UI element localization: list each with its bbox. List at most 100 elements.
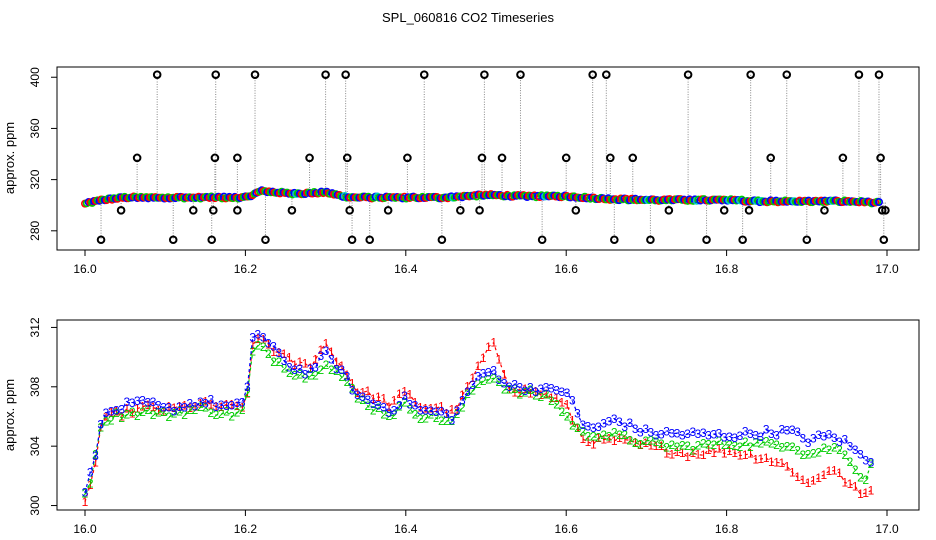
series-2-marker: 2	[296, 368, 303, 382]
series-2-marker: 2	[485, 373, 492, 387]
series-1-marker: 1	[831, 464, 838, 478]
series-1-marker: 1	[752, 453, 759, 467]
series-2-marker: 2	[302, 371, 309, 385]
outlier-point	[719, 206, 729, 215]
bottom-x-tick-label: 16.0	[73, 522, 97, 536]
series-1-marker: 1	[517, 386, 524, 400]
series-2-marker: 2	[139, 405, 146, 419]
series-1-marker: 1	[234, 399, 241, 413]
series-3-marker: 3	[160, 401, 167, 415]
series-3-marker: 3	[847, 439, 854, 453]
series-1-marker: 1	[794, 470, 801, 484]
series-3-marker: 3	[501, 377, 508, 391]
series-2-marker: 2	[192, 403, 199, 417]
series-2-marker: 2	[606, 430, 613, 444]
series-2-marker: 2	[323, 358, 330, 372]
series-2-marker: 2	[506, 383, 513, 397]
outlier-point	[321, 70, 330, 79]
series-3-marker: 3	[328, 353, 335, 367]
outlier-point	[854, 70, 864, 79]
series-3-marker: 3	[543, 380, 550, 394]
series-2-marker: 2	[359, 393, 366, 407]
chart-title: SPL_060816 CO2 Timeseries	[382, 10, 554, 25]
series-3-marker: 3	[459, 394, 466, 408]
outlier-point	[606, 153, 615, 163]
series-2-marker: 2	[868, 457, 875, 471]
series-2-marker: 2	[600, 428, 607, 442]
series-3-marker: 3	[323, 344, 330, 358]
outlier-point	[383, 206, 393, 215]
series-2-marker: 2	[695, 439, 702, 453]
baseline-point	[754, 196, 763, 205]
series-2-marker: 2	[412, 408, 419, 422]
series-1-marker: 1	[459, 388, 466, 402]
series-3-marker: 3	[663, 424, 670, 438]
series-3-marker: 3	[517, 381, 524, 395]
series-3-marker: 3	[134, 394, 141, 408]
series-3-marker: 3	[82, 486, 89, 500]
series-2-marker: 2	[118, 411, 125, 425]
series-3-marker: 3	[805, 436, 812, 450]
series-1-marker: 1	[145, 398, 152, 412]
series-1-marker: 1	[281, 347, 288, 361]
baseline-point	[219, 192, 228, 201]
series-1-marker: 1	[773, 455, 780, 469]
series-2-marker: 2	[417, 412, 424, 426]
series-2-marker: 2	[517, 387, 524, 401]
series-2-marker: 2	[165, 410, 172, 424]
series-2-marker: 2	[564, 409, 571, 423]
series-3-marker: 3	[674, 426, 681, 440]
series-3-marker: 3	[359, 390, 366, 404]
series-2-marker: 2	[663, 441, 670, 455]
series-1-marker: 1	[307, 361, 314, 375]
series-3-marker: 3	[773, 429, 780, 443]
series-2-marker: 2	[511, 382, 518, 396]
series-1-marker: 1	[354, 386, 361, 400]
series-3-marker: 3	[87, 466, 94, 480]
outlier-point	[497, 153, 507, 163]
series-3-marker: 3	[349, 384, 356, 398]
series-3-marker: 3	[291, 363, 298, 377]
series-2-marker: 2	[779, 440, 786, 454]
series-1-marker: 1	[841, 476, 848, 490]
series-2-marker: 2	[338, 370, 345, 384]
series-1-marker: 1	[763, 451, 770, 465]
series-2-marker: 2	[789, 440, 796, 454]
series-3-marker: 3	[197, 395, 204, 409]
series-1-marker: 1	[862, 486, 869, 500]
top-plot-frame	[56, 66, 920, 251]
series-1-marker: 1	[344, 368, 351, 382]
outlier-point	[209, 206, 218, 215]
baseline-point	[275, 189, 284, 198]
series-3-marker: 3	[538, 382, 545, 396]
series-3-marker: 3	[202, 396, 209, 410]
series-1-marker: 1	[323, 337, 330, 351]
series-2-marker: 2	[150, 408, 157, 422]
series-3-marker: 3	[826, 428, 833, 442]
series-1-marker: 1	[291, 358, 298, 372]
series-3-marker: 3	[97, 418, 104, 432]
bottom-plot-content: 1111111111111111111111111111111111111111…	[82, 328, 875, 509]
series-1-marker: 1	[129, 407, 136, 421]
series-2-marker: 2	[826, 443, 833, 457]
bottom-x-tick-label: 16.8	[715, 522, 739, 536]
baseline-point	[308, 189, 317, 198]
series-1-marker: 1	[386, 400, 393, 414]
series-2-marker: 2	[574, 421, 581, 435]
series-1-marker: 1	[412, 396, 419, 410]
series-3-marker: 3	[595, 420, 602, 434]
series-3-marker: 3	[621, 420, 628, 434]
series-1-marker: 1	[255, 332, 262, 346]
series-3-marker: 3	[700, 426, 707, 440]
series-3-marker: 3	[443, 407, 450, 421]
outlier-point	[210, 153, 220, 163]
series-2-marker: 2	[207, 406, 214, 420]
series-2-marker: 2	[433, 411, 440, 425]
series-2-marker: 2	[773, 438, 780, 452]
series-3-marker: 3	[794, 425, 801, 439]
series-2-marker: 2	[590, 430, 597, 444]
series-2-marker: 2	[375, 401, 382, 415]
bottom-x-tick-label: 16.6	[555, 522, 579, 536]
series-3-marker: 3	[317, 349, 324, 363]
series-3-marker: 3	[511, 378, 518, 392]
